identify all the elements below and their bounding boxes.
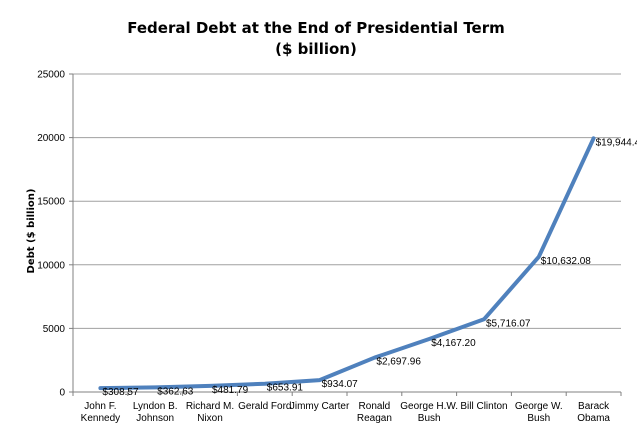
data-label: $4,167.20: [431, 338, 476, 349]
data-label: $308.57: [102, 387, 139, 398]
series-line: [98, 136, 596, 391]
x-tick-label: John F. Kennedy: [81, 401, 120, 424]
y-tick-label: 25000: [37, 70, 65, 81]
x-tick-label: Ronald Reagan: [357, 401, 392, 424]
y-tick-label: 10000: [37, 260, 65, 271]
x-tick-labels: John F. Kennedy Lyndon B. Johnson Richard M.…: [81, 401, 611, 424]
data-label: $934.07: [322, 379, 359, 390]
x-tick-label: Lyndon B. Johnson: [133, 401, 178, 424]
data-labels: $308.57 $362.63 $481.79 $653.91 $934.07 $2,69…: [102, 137, 637, 398]
y-tick-label: 0: [59, 388, 65, 399]
series-line-path: [98, 136, 596, 391]
x-tick-label: Barack Obama: [577, 401, 610, 424]
x-tick-label: George W. Bush: [515, 401, 563, 424]
chart-title: Federal Debt at the End of Presidential …: [127, 19, 505, 37]
chart-subtitle: ($ billion): [275, 40, 357, 58]
y-tick-label: 5000: [43, 324, 66, 335]
data-label: $2,697.96: [376, 357, 421, 368]
x-tick-label: Bill Clinton: [460, 401, 507, 412]
y-tick-labels: 0 5000 10000 15000 20000 25000: [37, 70, 65, 399]
x-tick-label: Richard M. Nixon: [186, 401, 234, 424]
y-axis-label: Debt ($ billion): [26, 189, 37, 274]
x-tick-label: Jimmy Carter: [290, 401, 350, 412]
axes: [69, 73, 622, 396]
y-tick-label: 20000: [37, 133, 65, 144]
data-label: $10,632.08: [541, 256, 591, 267]
x-tick-label: George H.W. Bush: [400, 401, 458, 424]
data-label: $362.63: [157, 386, 194, 397]
x-tick-label: Gerald Ford: [238, 401, 291, 412]
data-label: $481.79: [212, 385, 249, 396]
data-label: $5,716.07: [486, 318, 531, 329]
data-label: $653.91: [267, 383, 304, 394]
data-label: $19,944.43: [596, 137, 637, 148]
y-tick-label: 15000: [37, 197, 65, 208]
gridlines: [73, 73, 621, 329]
